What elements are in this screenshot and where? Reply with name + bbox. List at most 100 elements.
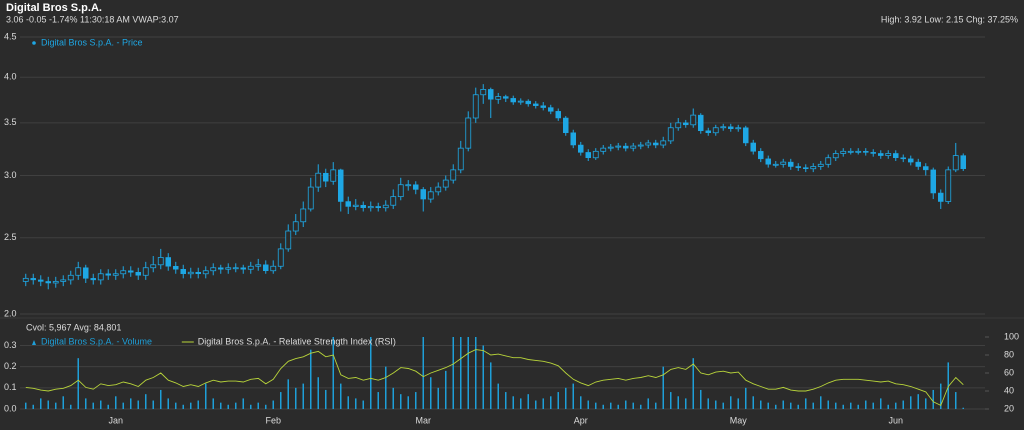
candle-body (413, 184, 419, 190)
candle-body (607, 146, 614, 149)
candle-body (667, 127, 674, 142)
volume-bar (55, 402, 57, 409)
legend-label: Digital Bros S.p.A. - Volume (41, 336, 152, 346)
volume-bar (775, 404, 777, 409)
candle-body (878, 153, 884, 156)
candle-body (120, 270, 127, 275)
volume-bar (467, 337, 469, 409)
candle-body (218, 267, 224, 270)
candle-body (825, 157, 832, 165)
volume-bar (512, 396, 514, 409)
volume-bar (595, 402, 597, 409)
lower-plot (25, 337, 964, 409)
volume-bar (505, 392, 507, 409)
volume-bar (857, 404, 859, 409)
candle-body (952, 155, 959, 171)
candle-body (495, 96, 502, 100)
candle-body (90, 278, 96, 281)
candle-body (435, 186, 442, 193)
volume-bar (542, 398, 544, 409)
candle-body (623, 145, 629, 149)
candle-body (173, 266, 179, 270)
volume-bar (940, 383, 942, 409)
candle-body (585, 152, 591, 159)
candle-body (457, 147, 464, 171)
candle-body (52, 281, 59, 284)
volume-bar (655, 402, 657, 409)
candle-body (263, 264, 269, 271)
volume-bar (295, 387, 297, 409)
candle-body (292, 221, 299, 232)
candle-body (165, 257, 171, 267)
volume-bar (932, 389, 934, 409)
y-tick-label: 3.0 (4, 170, 17, 180)
candle-body (442, 179, 449, 188)
volume-bar (257, 402, 259, 409)
y-tick-label: 0.0 (4, 403, 17, 413)
candle-body (592, 150, 599, 159)
volume-bar (385, 366, 387, 409)
candle-body (232, 267, 239, 270)
candle-body (870, 152, 876, 154)
candle-body (480, 89, 487, 96)
volume-bar (250, 404, 252, 409)
candle-body (578, 144, 584, 153)
candle-body (187, 271, 194, 275)
rsi-line (25, 349, 964, 407)
candle-body (157, 257, 164, 266)
volume-bar (602, 404, 604, 409)
volume-bar (497, 383, 499, 409)
volume-bar (85, 398, 87, 409)
volume-bar (377, 392, 379, 409)
y-tick-label: 3.5 (4, 117, 17, 127)
candle-body (705, 130, 711, 133)
volume-bar (235, 402, 237, 409)
volume-bar (880, 398, 882, 409)
volume-bar (325, 389, 327, 409)
x-tick-label: Jan (108, 415, 123, 425)
candle-body (908, 158, 914, 163)
candle-body (465, 117, 472, 149)
candle-body (772, 163, 779, 166)
volume-bar (407, 396, 409, 409)
y-tick-label: 0.1 (4, 382, 17, 392)
volume-bar (910, 396, 912, 409)
candle-body (397, 184, 404, 198)
volume-bar (25, 402, 27, 409)
volume-bar (287, 379, 289, 409)
volume-bar (715, 400, 717, 409)
candle-body (915, 161, 921, 167)
x-tick-label: Jun (888, 415, 903, 425)
volume-bar (100, 400, 102, 409)
volume-bar (617, 404, 619, 409)
candle-body (840, 150, 847, 154)
range-stats: High: 3.92 Low: 2.15 Chg: 37.25% (881, 14, 1018, 24)
volume-bar (647, 398, 649, 409)
candle-body (930, 169, 936, 194)
volume-bar (400, 394, 402, 409)
volume-bar (902, 400, 904, 409)
volume-bar (955, 392, 957, 409)
volume-bar (40, 398, 42, 409)
volume-bar (340, 383, 342, 409)
y2-tick-label: 100 (1004, 331, 1019, 341)
volume-bar (310, 349, 312, 409)
volume-bar (422, 337, 424, 409)
y-tick-label: 2.0 (4, 308, 17, 318)
candle-body (142, 267, 149, 276)
volume-bar (580, 396, 582, 409)
volume-bar (677, 396, 679, 409)
candle-body (863, 151, 869, 153)
candle-body (330, 169, 337, 182)
volume-bar (317, 377, 319, 409)
volume-bar (752, 396, 754, 409)
volume-bar (917, 394, 919, 409)
candle-body (525, 100, 531, 105)
candle-body (472, 94, 479, 119)
candle-body (548, 107, 554, 112)
y-tick-label: 4.5 (4, 31, 17, 41)
volume-bar (107, 404, 109, 409)
legend-label: Digital Bros S.p.A. - Price (41, 37, 143, 47)
